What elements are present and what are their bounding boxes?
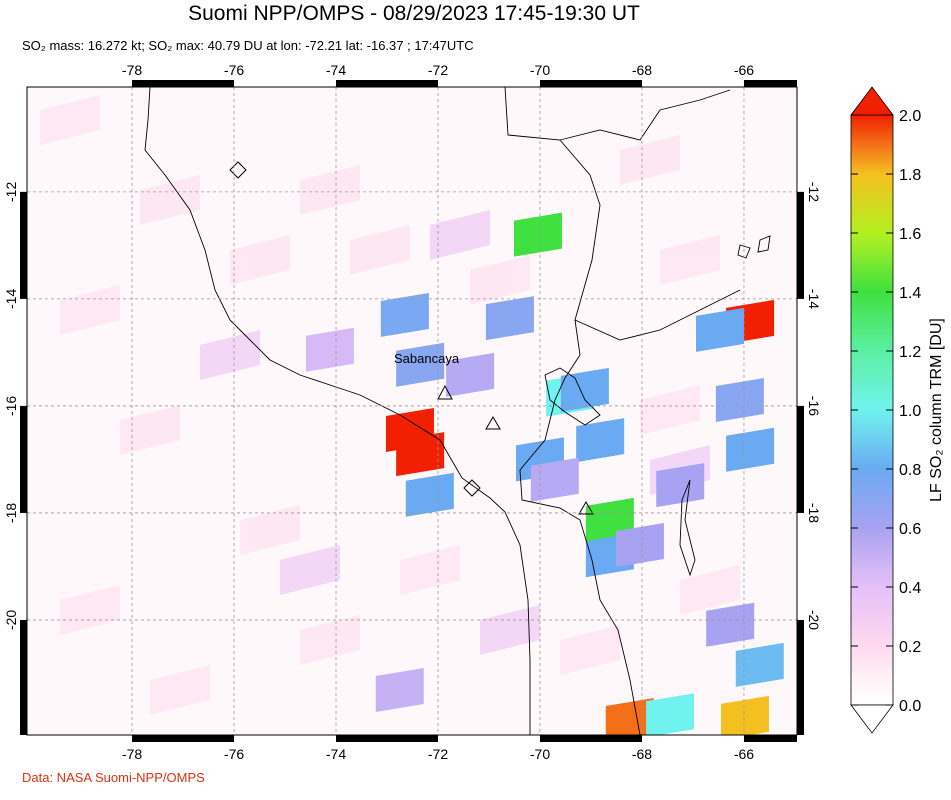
x-tick-label: -66 xyxy=(734,62,754,78)
city xyxy=(463,479,481,497)
border xyxy=(574,289,741,341)
map-frame xyxy=(26,86,798,736)
y-tick-label: -14 xyxy=(3,289,19,309)
x-tick-label: -74 xyxy=(326,746,346,762)
so2-pixel xyxy=(380,292,429,337)
colorbar-tick-label: 1.2 xyxy=(899,344,921,361)
colorbar-tick-label: 1.0 xyxy=(899,403,921,420)
frame-stripe xyxy=(336,735,439,742)
colorbar-tick-label: 0.0 xyxy=(899,698,921,715)
frame-stripe xyxy=(797,619,804,735)
x-tick-label: -70 xyxy=(530,62,550,78)
frame-stripe xyxy=(743,80,797,87)
border xyxy=(559,89,731,141)
boundaries xyxy=(144,87,771,735)
so2-pixel xyxy=(530,457,579,502)
so2-pixel xyxy=(305,327,354,372)
x-tick-label: -68 xyxy=(632,62,652,78)
volcano xyxy=(578,501,594,515)
colorbar-tick-label: 2.0 xyxy=(899,108,921,125)
volcano xyxy=(437,384,453,400)
frame-stripe xyxy=(336,80,439,87)
city xyxy=(229,161,247,179)
subtitle: SO₂ mass: 16.272 kt; SO₂ max: 40.79 DU a… xyxy=(22,38,474,53)
so2-pixel xyxy=(646,693,695,735)
frame-stripe xyxy=(539,735,642,742)
so2-pixel xyxy=(446,352,495,397)
so2-pixel xyxy=(396,432,445,477)
volcano-label: Sabancaya xyxy=(394,351,460,366)
y-tick-label: -18 xyxy=(3,503,19,523)
colorbar-tick-label: 0.2 xyxy=(899,639,921,656)
x-tick-label: -74 xyxy=(326,62,346,78)
frame-stripe xyxy=(20,191,27,299)
y-tick-label: -16 xyxy=(806,396,822,416)
colorbar-tick-label: 1.6 xyxy=(899,226,921,243)
volcano-markers xyxy=(229,161,594,515)
so2-pixel xyxy=(485,296,534,341)
frame-stripe xyxy=(743,735,797,742)
x-tick-label: -70 xyxy=(530,746,550,762)
x-tick-label: -76 xyxy=(224,62,244,78)
y-tick-label: -18 xyxy=(806,503,822,523)
y-tick-label: -20 xyxy=(3,610,19,630)
frame-stripe xyxy=(132,80,235,87)
axes: -78 -78 -76 -76 -74 -74 -72 -72 -70 -70 -68 -68 -66 -… xyxy=(3,62,822,762)
so2-pixel xyxy=(715,378,764,423)
map-area: Sabancaya xyxy=(27,87,797,735)
so2-pixel xyxy=(706,602,755,647)
y-tick-label: -16 xyxy=(3,396,19,416)
so2-pixel xyxy=(560,367,609,412)
x-tick-label: -72 xyxy=(428,746,448,762)
x-tick-label: -66 xyxy=(734,746,754,762)
colorbar-tick-label: 1.8 xyxy=(899,167,921,184)
colorbar-label: LF SO₂ column TRM [DU] xyxy=(928,318,945,502)
x-tick-label: -68 xyxy=(632,746,652,762)
so2-pixel xyxy=(375,668,424,713)
x-tick-label: -72 xyxy=(428,62,448,78)
so2-pixel xyxy=(656,463,705,508)
x-tick-label: -76 xyxy=(224,746,244,762)
so2-pixel xyxy=(615,523,664,568)
so2-pixel xyxy=(735,642,784,687)
so2-pixel xyxy=(696,307,744,352)
colorbar-tick-label: 0.8 xyxy=(899,462,921,479)
lake xyxy=(679,479,696,577)
frame-stripe xyxy=(539,80,642,87)
lake-titicaca xyxy=(544,367,601,426)
x-tick-label: -78 xyxy=(122,746,142,762)
colorbar-under xyxy=(850,704,894,734)
x-tick-label: -78 xyxy=(122,62,142,78)
title: Suomi NPP/OMPS - 08/29/2023 17:45-19:30 … xyxy=(188,2,640,25)
y-tick-label: -20 xyxy=(806,610,822,630)
colorbar-tick-label: 0.4 xyxy=(899,580,921,597)
y-tick-label: -14 xyxy=(806,289,822,309)
so2-pixel xyxy=(726,427,775,472)
colorbar-tick-label: 1.4 xyxy=(899,285,921,302)
frame-stripe xyxy=(132,735,235,742)
colorbar: LF SO₂ column TRM [DU] 0.0 0.2 0.4 0.6 0.8 1.… xyxy=(850,86,945,734)
so2-pixel xyxy=(576,418,625,463)
coastline xyxy=(144,87,531,735)
volcano xyxy=(485,416,501,430)
background-pixels xyxy=(40,95,740,715)
so2-pixel xyxy=(405,472,454,517)
y-tick-label: -12 xyxy=(806,182,822,202)
y-tick-label: -12 xyxy=(3,182,19,202)
frame-stripe xyxy=(797,191,804,299)
frame-stripe xyxy=(20,619,27,735)
frame-stripe xyxy=(20,405,27,513)
so2-pixel xyxy=(396,342,445,387)
so2-pixel xyxy=(513,212,562,257)
lake xyxy=(737,235,771,259)
so2-pixel xyxy=(720,695,769,735)
so2-pixels xyxy=(305,212,784,735)
border xyxy=(504,87,641,735)
colorbar-over xyxy=(850,86,894,116)
colorbar-tick-label: 0.6 xyxy=(899,521,921,538)
frame-stripe xyxy=(797,405,804,513)
credit: Data: NASA Suomi-NPP/OMPS xyxy=(22,770,205,785)
